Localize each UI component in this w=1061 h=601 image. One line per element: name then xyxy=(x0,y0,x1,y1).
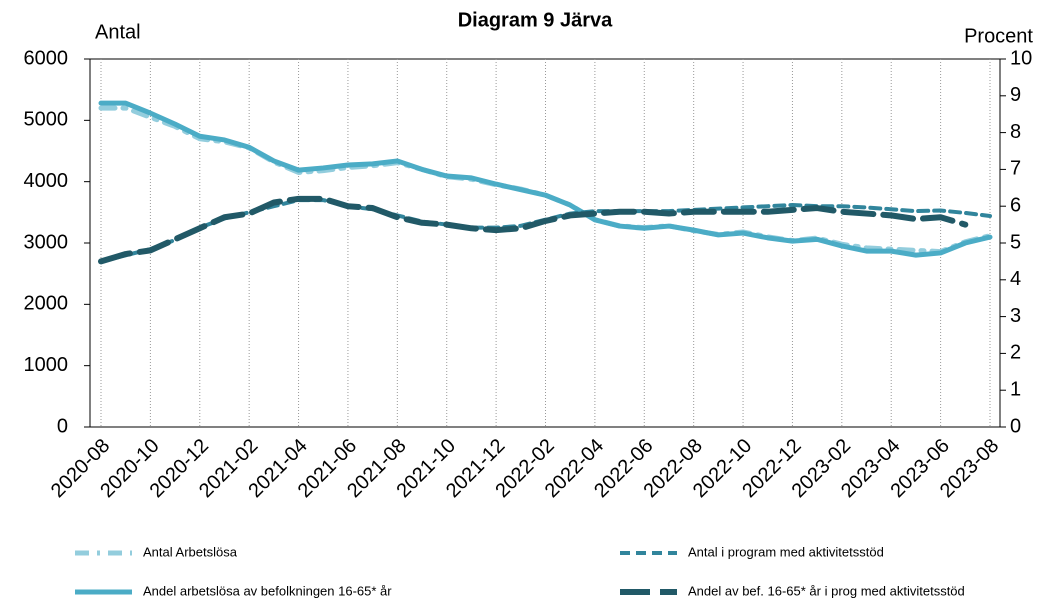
y-axis-label: Antal xyxy=(95,21,141,43)
legend-label: Antal Arbetslösa xyxy=(143,544,238,559)
y2-tick-label: 0 xyxy=(1010,415,1021,437)
series-line xyxy=(98,100,993,258)
y-tick-label: 5000 xyxy=(24,109,69,131)
y-tick-label: 4000 xyxy=(24,170,69,192)
y2-axis-label: Procent xyxy=(964,25,1033,47)
y2-tick-label: 6 xyxy=(1010,194,1021,216)
y-tick-label: 1000 xyxy=(24,354,69,376)
y2-tick-label: 4 xyxy=(1010,268,1021,290)
y2-tick-label: 3 xyxy=(1010,305,1021,327)
y-tick-label: 3000 xyxy=(24,231,69,253)
y2-tick-label: 9 xyxy=(1010,84,1021,106)
y2-tick-label: 7 xyxy=(1010,158,1021,180)
legend-label: Andel arbetslösa av befolkningen 16-65* … xyxy=(143,583,392,598)
y2-tick-label: 5 xyxy=(1010,231,1021,253)
y2-tick-label: 10 xyxy=(1010,47,1032,69)
y2-tick-label: 8 xyxy=(1010,121,1021,143)
y-tick-label: 6000 xyxy=(24,47,69,69)
legend-label: Andel av bef. 16-65* år i prog med aktiv… xyxy=(688,583,965,598)
legend-label: Antal i program med aktivitetsstöd xyxy=(688,544,884,559)
y-tick-label: 0 xyxy=(57,415,68,437)
y2-tick-label: 2 xyxy=(1010,342,1021,364)
y-tick-label: 2000 xyxy=(24,293,69,315)
y2-tick-label: 1 xyxy=(1010,378,1021,400)
series-line xyxy=(98,195,969,265)
chart-title: Diagram 9 Järva xyxy=(458,9,613,31)
